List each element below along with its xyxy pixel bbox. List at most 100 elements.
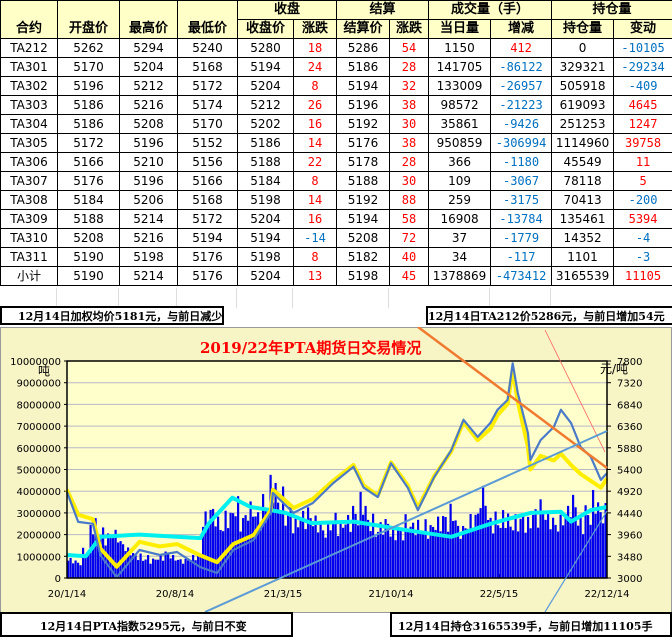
table-cell: 1247 [613,114,672,134]
volume-bar [352,505,355,578]
left-tick-label: 5000000 [16,466,61,477]
table-cell: 28 [389,152,430,172]
volume-bar [557,531,560,578]
volume-bar [519,518,522,578]
table-cell: 5192 [336,190,391,210]
table-cell: -26957 [490,76,553,96]
volume-bar [384,519,387,578]
col-settle: 结算价 [336,19,391,39]
col-close: 收盘价 [237,19,294,39]
table-cell: 5262 [57,38,120,58]
volume-bar [147,555,150,578]
table-cell: 28 [389,57,430,77]
table-cell: 8 [292,247,338,267]
quote-table: 合约 开盘价 最高价 最低价 收盘 结算 成交量（手） 持仓量 收盘价 涨跌 结… [0,0,672,286]
volume-bar [569,517,572,578]
left-tick-label: 1000000 [16,552,61,563]
table-cell: 5198 [336,266,391,286]
volume-bar [574,507,577,578]
volume-bar [177,559,180,578]
volume-bar [597,502,600,578]
table-cell: TA305 [0,133,58,153]
volume-bar [137,560,140,578]
table-cell: 5196 [336,95,391,115]
volume-bar [522,514,525,578]
volume-bar [529,528,532,578]
table-cell: 4645 [613,95,672,115]
table-cell: 5152 [177,133,238,153]
volume-bar [282,486,285,578]
volume-bar [277,502,280,578]
group-oi: 持仓量 [551,0,672,20]
volume-bar [572,494,575,578]
table-cell: 5184 [57,190,120,210]
volume-bar [67,560,70,578]
col-volume: 当日量 [428,19,492,39]
table-cell: 5178 [336,152,391,172]
volume-bar [297,527,300,578]
volume-bar [354,513,357,578]
volume-bar [292,533,295,578]
volume-bar [212,508,215,578]
table-cell: 72 [389,228,430,248]
table-cell: 1101 [551,247,615,267]
table-cell: 5294 [119,38,178,58]
volume-bar [252,516,255,578]
volume-bar [247,520,250,578]
table-cell: 5188 [237,152,294,172]
table-cell: 5196 [119,171,178,191]
volume-bar [567,505,570,578]
volume-bar [244,515,247,578]
table-row: TA308 5184 5206 5168 5198 14 5192 88 259 -3175 704… [0,190,672,210]
volume-bar [382,534,385,578]
volume-bar [207,526,210,578]
callout-open-interest: 12月14日持仓3165539手，与前日增加11105手 [390,612,672,637]
volume-bar [94,518,97,578]
volume-bar [542,512,545,578]
volume-bar [179,559,182,578]
volume-bar [299,518,302,578]
table-cell: 30 [389,114,430,134]
connector-line [204,430,608,612]
volume-bar [594,513,597,578]
volume-bar [429,525,432,578]
group-close: 收盘 [236,0,338,20]
table-cell: 32 [389,76,430,96]
table-cell: 5176 [336,133,391,153]
table-row: TA306 5166 5210 5156 5188 22 5178 28 366 -1180 455… [0,152,672,172]
table-cell: 5186 [237,133,294,153]
table-cell: TA311 [0,247,58,267]
volume-bar [444,517,447,578]
connector-line [544,329,606,453]
table-cell: TA308 [0,190,58,210]
table-cell: 5172 [177,76,238,96]
volume-bar [402,540,405,578]
volume-bar [214,526,217,578]
table-cell: 5212 [237,95,294,115]
table-cell: -4 [613,228,672,248]
callout-weighted-avg: 12月14日加权均价5181元，与前日减少119元 [0,306,224,325]
volume-bar [234,516,237,578]
table-cell: 5188 [57,209,120,229]
left-tick-label: 4000000 [16,487,61,498]
volume-bar [157,559,160,578]
volume-bar [379,522,382,578]
volume-bar [397,526,400,578]
volume-bar [549,529,552,578]
table-cell: 5172 [177,209,238,229]
chart-title: 2019/22年PTA期货日交易情况 [200,339,422,357]
volume-bar [72,563,75,578]
table-row: TA301 5170 5204 5168 5194 24 5186 28 141705 -8612… [0,57,672,77]
connector-line [544,510,608,612]
table-cell: 5204 [237,266,294,286]
volume-bar [182,563,185,578]
volume-bar [327,522,330,578]
table-cell: 5190 [57,266,120,286]
table-cell: 24 [292,57,338,77]
table-cell: 109 [428,171,492,191]
volume-bar [589,524,592,578]
col-open: 开盘价 [57,0,120,39]
volume-bar [509,526,512,578]
table-cell: 366 [428,152,492,172]
volume-bar [369,531,372,578]
